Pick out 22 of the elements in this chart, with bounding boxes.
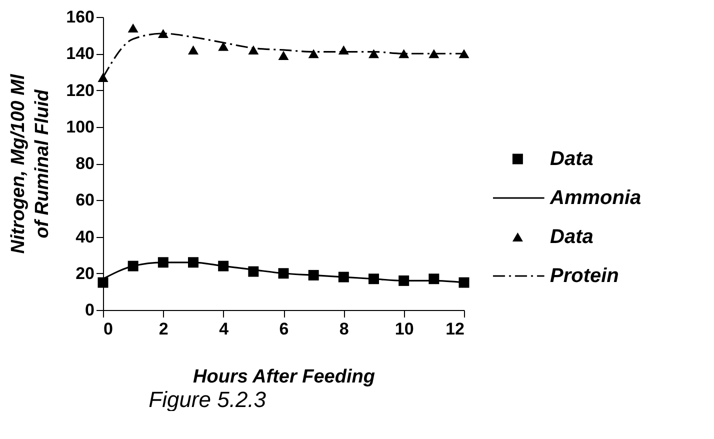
x-tick-label: 12 [446, 320, 464, 338]
x-tick-label: 2 [158, 320, 168, 338]
y-tick-label: 0 [85, 300, 94, 320]
legend-label: Ammonia [549, 187, 642, 209]
y-axis-title: Nitrogen, Mg/100 Ml of Ruminal Fluid [8, 74, 54, 254]
x-tick-label: 6 [279, 320, 289, 338]
y-tick-label: 160 [66, 8, 94, 26]
y-tick-label: 80 [76, 154, 94, 173]
y-tick-label: 140 [66, 44, 94, 64]
legend-label: Data [550, 148, 594, 170]
x-tick-label: 0 [104, 320, 113, 338]
x-tick-label: 4 [219, 320, 230, 338]
y-tick-label: 100 [66, 117, 94, 136]
legend-label: Data [550, 226, 594, 248]
x-axis-title: Hours After Feeding [193, 366, 376, 388]
y-tick-label: 120 [66, 80, 94, 100]
y-tick-label: 40 [76, 227, 94, 246]
x-tick-label: 8 [339, 320, 349, 338]
y-tick-label: 60 [76, 190, 94, 210]
y-tick-label: 20 [76, 264, 94, 283]
legend-label: Protein [550, 265, 619, 287]
x-tick-label: 10 [394, 320, 414, 338]
